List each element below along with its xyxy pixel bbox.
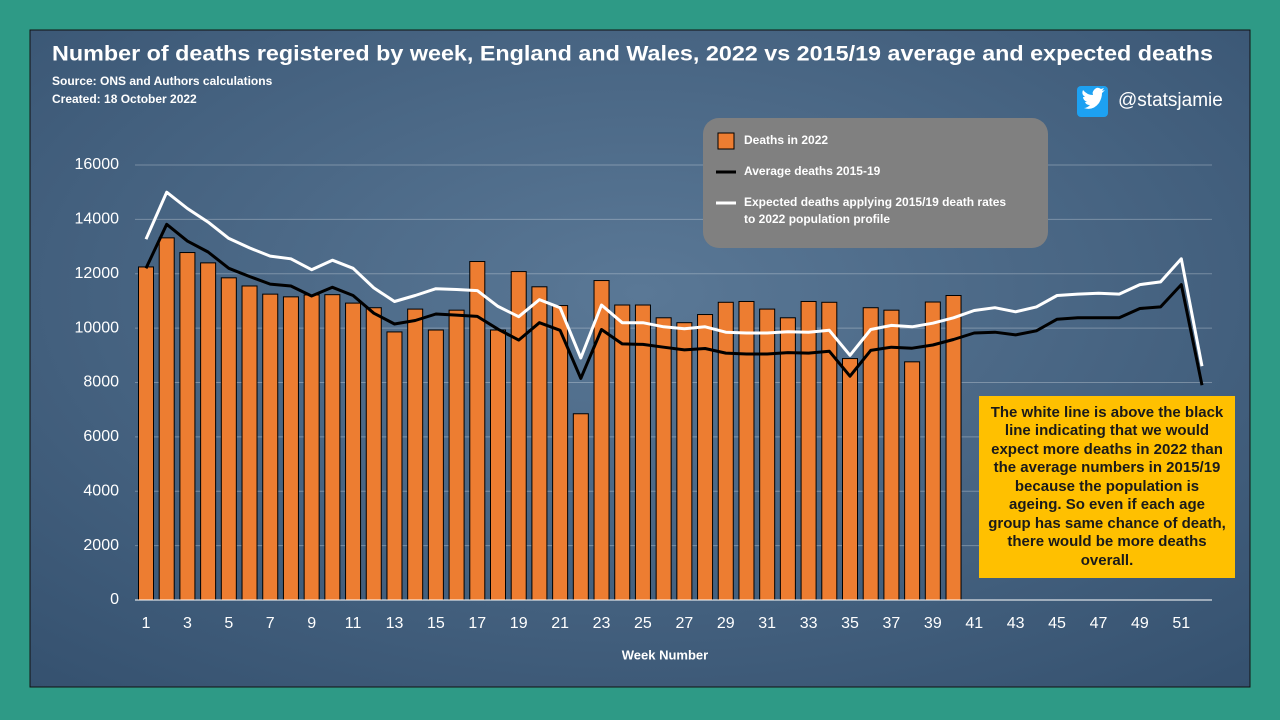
x-tick-label: 47 [1090, 615, 1108, 632]
y-tick-label: 8000 [83, 374, 119, 391]
created: Created: 18 October 2022 [52, 92, 197, 106]
x-tick-label: 7 [266, 615, 275, 632]
bar [345, 302, 362, 601]
x-tick-label: 31 [758, 615, 776, 632]
bar [842, 358, 858, 601]
x-axis-label: Week Number [622, 647, 708, 662]
legend-label: Deaths in 2022 [744, 133, 828, 147]
bar [655, 317, 672, 601]
x-tick-label: 45 [1048, 615, 1066, 632]
bar [510, 271, 527, 601]
bar [552, 305, 569, 601]
bar [904, 361, 921, 601]
x-tick-label: 27 [675, 615, 693, 632]
annotation: The white line is above the black line i… [979, 396, 1235, 578]
x-tick-label: 43 [1007, 615, 1025, 632]
chart-title: Number of deaths registered by week, Eng… [52, 43, 1213, 66]
bar [614, 304, 631, 601]
x-tick-label: 23 [593, 615, 611, 632]
y-tick-label: 2000 [83, 537, 119, 554]
y-tick-label: 12000 [75, 265, 120, 282]
bar [800, 300, 817, 601]
x-tick-label: 21 [551, 615, 569, 632]
x-tick-label: 25 [634, 615, 652, 632]
y-tick-label: 0 [110, 591, 119, 608]
bar [738, 300, 755, 601]
bar [572, 413, 589, 601]
x-tick-label: 15 [427, 615, 445, 632]
x-tick-label: 33 [800, 615, 818, 632]
x-tick-label: 37 [883, 615, 901, 632]
bar [821, 301, 838, 601]
x-tick-label: 11 [345, 615, 362, 632]
y-tick-label: 10000 [75, 319, 120, 336]
x-tick-label: 29 [717, 615, 735, 632]
y-tick-label: 4000 [83, 482, 119, 499]
bar [282, 296, 299, 601]
bar [158, 237, 175, 601]
y-tick-label: 14000 [75, 211, 120, 228]
bar [779, 317, 796, 601]
bar [634, 304, 651, 601]
bar [386, 331, 403, 601]
x-tick-label: 39 [924, 615, 942, 632]
bar [883, 309, 900, 601]
x-tick-label: 35 [841, 615, 859, 632]
legend [703, 118, 1048, 248]
bar [407, 308, 424, 601]
x-tick-label: 19 [510, 615, 528, 632]
bar [365, 307, 382, 601]
bar [717, 301, 734, 601]
subtitle: Source: ONS and Authors calculations [52, 74, 273, 88]
bar [427, 329, 444, 601]
x-tick-label: 13 [386, 615, 404, 632]
bar [324, 294, 341, 601]
x-tick-label: 41 [965, 615, 983, 632]
handle: @statsjamie [1118, 90, 1223, 111]
x-tick-label: 1 [142, 615, 151, 632]
x-tick-label: 51 [1172, 615, 1190, 632]
y-tick-label: 6000 [83, 428, 119, 445]
y-tick-label: 16000 [75, 156, 120, 173]
x-tick-label: 5 [224, 615, 233, 632]
line [144, 222, 1204, 386]
line [144, 190, 1204, 367]
bar [697, 314, 714, 601]
legend-label: Average deaths 2015-19 [744, 164, 881, 178]
bar [179, 252, 196, 601]
annotation-text: The white line is above the black line i… [988, 403, 1226, 569]
x-tick-label: 3 [183, 615, 192, 632]
twitter-bird [1082, 87, 1105, 109]
bar [531, 286, 548, 601]
bar [303, 294, 320, 601]
x-tick-label: 49 [1131, 615, 1149, 632]
bar [262, 293, 279, 601]
x-tick-label: 17 [468, 615, 486, 632]
bar [220, 277, 237, 601]
x-tick-label: 9 [307, 615, 316, 632]
legend-swatch [717, 132, 735, 150]
bar [469, 261, 486, 601]
bar [676, 322, 693, 601]
bar [490, 329, 506, 601]
bar [138, 266, 154, 601]
legend-label: Expected deaths applying 2015/19 death r… [744, 195, 1006, 226]
bar [448, 309, 465, 601]
bar [200, 262, 217, 601]
bar [241, 285, 258, 601]
